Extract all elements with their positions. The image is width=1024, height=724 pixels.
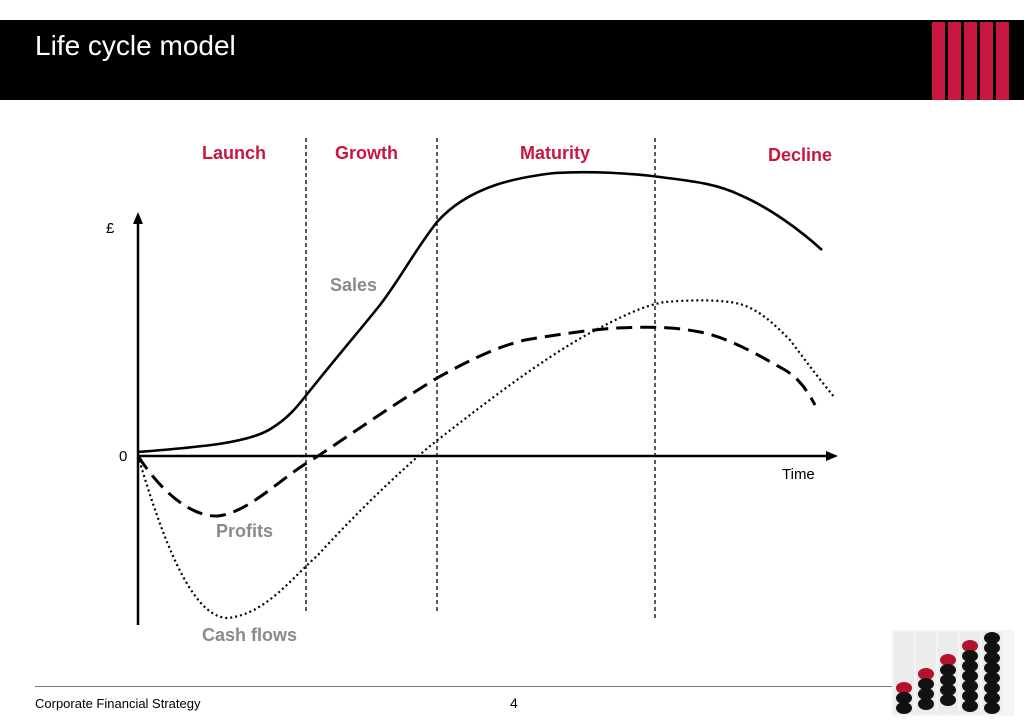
coin-stack-bar-chart-icon xyxy=(892,630,1014,716)
brand-stripe xyxy=(996,22,1009,100)
phase-label-decline: Decline xyxy=(768,145,833,165)
x-axis-label: Time xyxy=(782,466,815,483)
title-bar xyxy=(0,20,1024,100)
page-number: 4 xyxy=(510,695,518,711)
sales-label: Sales xyxy=(330,275,378,295)
phase-label-growth: Growth xyxy=(335,143,398,163)
profits-curve xyxy=(136,325,817,518)
phase-label-maturity: Maturity xyxy=(520,143,591,163)
footer-divider xyxy=(35,686,895,687)
y-axis-arrow xyxy=(133,212,143,224)
cash-flows-curve xyxy=(136,299,836,620)
brand-stripe xyxy=(948,22,961,100)
profits-label: Profits xyxy=(216,521,274,541)
cash-flows-label: Cash flows xyxy=(202,625,298,645)
sales-curve xyxy=(137,170,823,454)
brand-stripe xyxy=(932,22,945,100)
x-axis-arrow xyxy=(826,451,838,461)
brand-stripe xyxy=(980,22,993,100)
footer-title: Corporate Financial Strategy xyxy=(35,696,201,711)
brand-stripe xyxy=(964,22,977,100)
y-axis-label: £ xyxy=(106,220,115,237)
page-title: Life cycle model xyxy=(35,30,236,61)
phase-label-launch: Launch xyxy=(202,143,267,163)
origin-label: 0 xyxy=(119,448,128,465)
